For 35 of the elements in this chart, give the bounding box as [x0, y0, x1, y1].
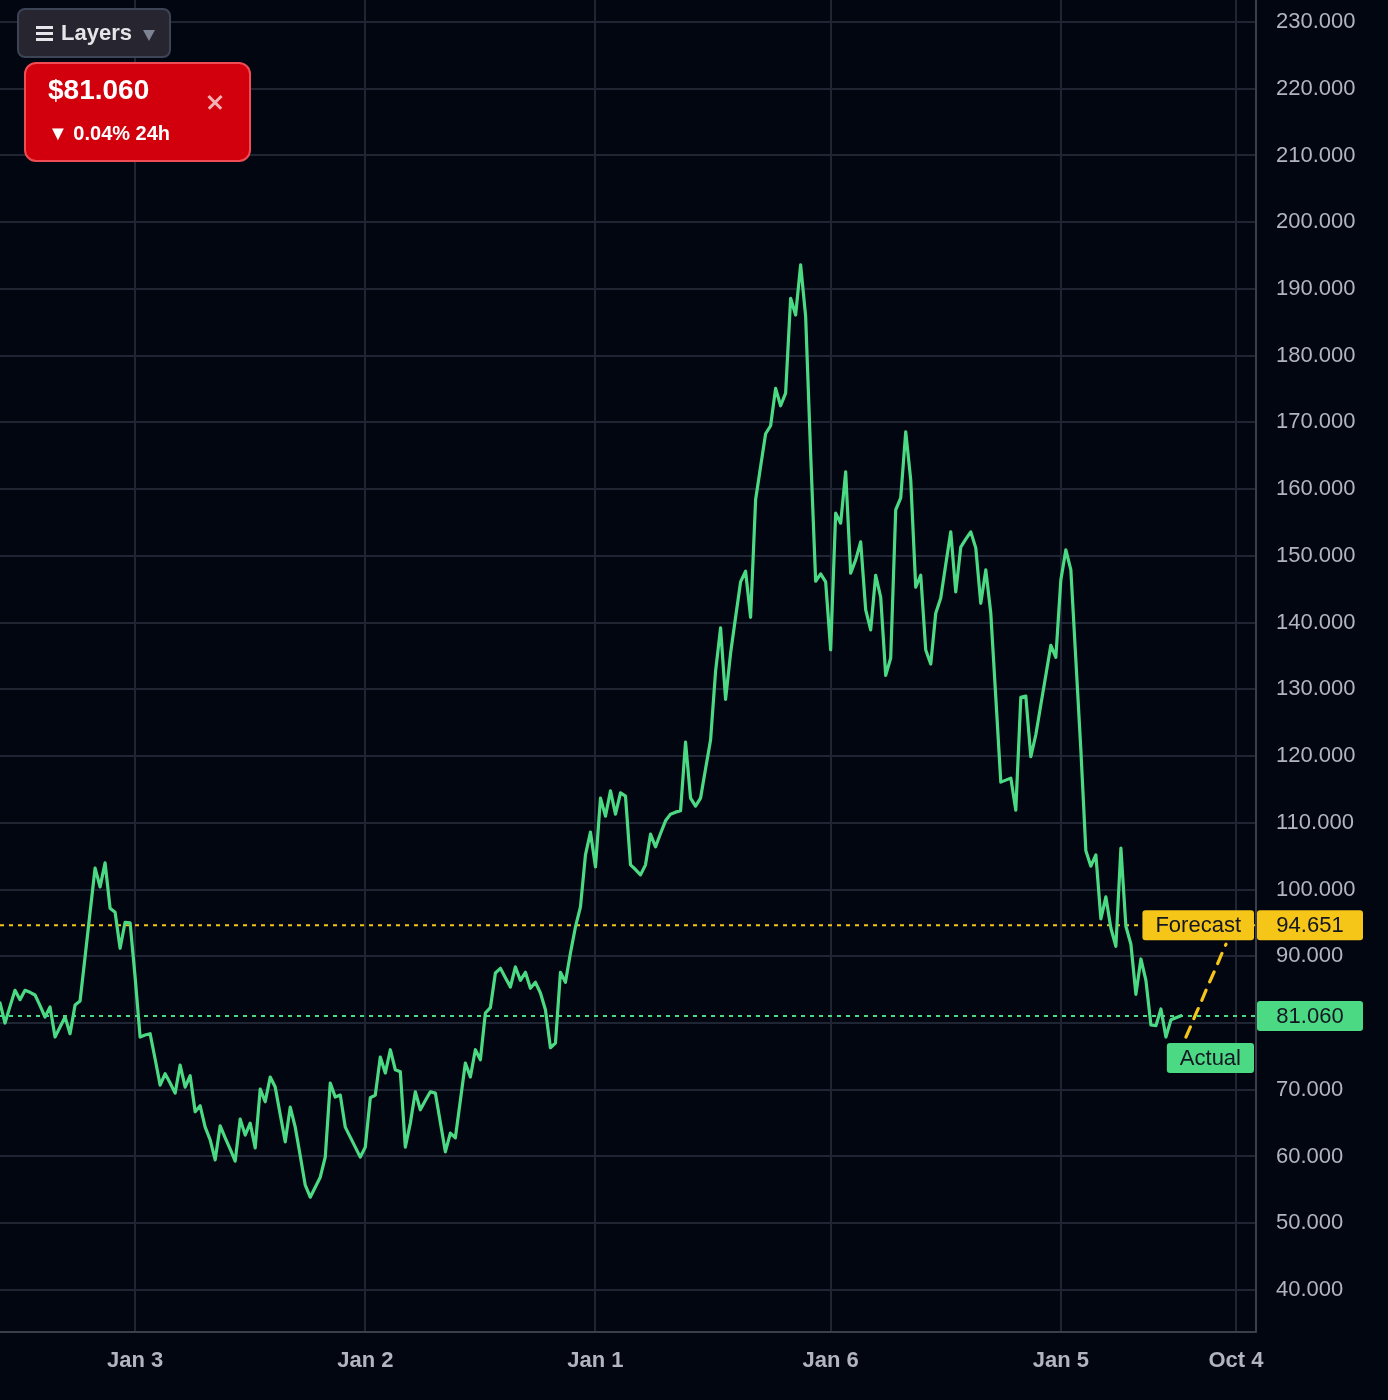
x-tick-label: Jan 1	[567, 1347, 624, 1373]
y-tick-label: 110.000	[1276, 808, 1354, 834]
y-tick-label: 150.000	[1276, 541, 1356, 567]
y-tick-label: 120.000	[1276, 742, 1356, 768]
ref-line-label: Actual	[1179, 1045, 1242, 1071]
text: 81.060	[1276, 1003, 1344, 1029]
y-tick-label: 70.000	[1276, 1075, 1344, 1101]
layers-button: Layers	[17, 8, 171, 58]
y-tick-label: 190.000	[1276, 275, 1356, 301]
x-tick-label: Jan 6	[802, 1347, 859, 1373]
y-tick-label: 180.000	[1276, 341, 1356, 367]
x-tick-label: Jan 2	[337, 1347, 394, 1373]
y-tick-label: 160.000	[1276, 475, 1356, 501]
y-tick-label: 220.000	[1276, 74, 1356, 100]
y-tick-label: 210.000	[1276, 141, 1356, 167]
y-tick-label: 230.000	[1276, 8, 1356, 34]
annotation: Layers	[61, 20, 132, 45]
x-tick-label: Oct 4	[1208, 1347, 1265, 1373]
annotation: ▼ 0.04% 24h	[48, 122, 171, 144]
x-tick-label: Jan 5	[1032, 1347, 1089, 1373]
line-series	[1184, 942, 1228, 1039]
y-tick-label: 100.000	[1276, 875, 1356, 901]
y-tick-label: 90.000	[1276, 942, 1344, 968]
ref-line-label: Forecast	[1155, 912, 1242, 938]
y-tick-label: 60.000	[1276, 1142, 1344, 1168]
y-tick-label: 140.000	[1276, 608, 1356, 634]
y-tick-label: 200.000	[1276, 208, 1356, 234]
y-tick-label: 170.000	[1276, 408, 1356, 434]
price-card: $81.060 ▼ 0.04% 24h	[24, 62, 251, 162]
y-tick-label: 130.000	[1276, 675, 1356, 701]
text: 94.651	[1276, 912, 1344, 938]
annotation: $81.060	[48, 74, 150, 105]
y-tick-label: 50.000	[1276, 1209, 1344, 1235]
y-tick-label: 40.000	[1276, 1276, 1344, 1302]
x-tick-label: Jan 3	[106, 1347, 164, 1373]
